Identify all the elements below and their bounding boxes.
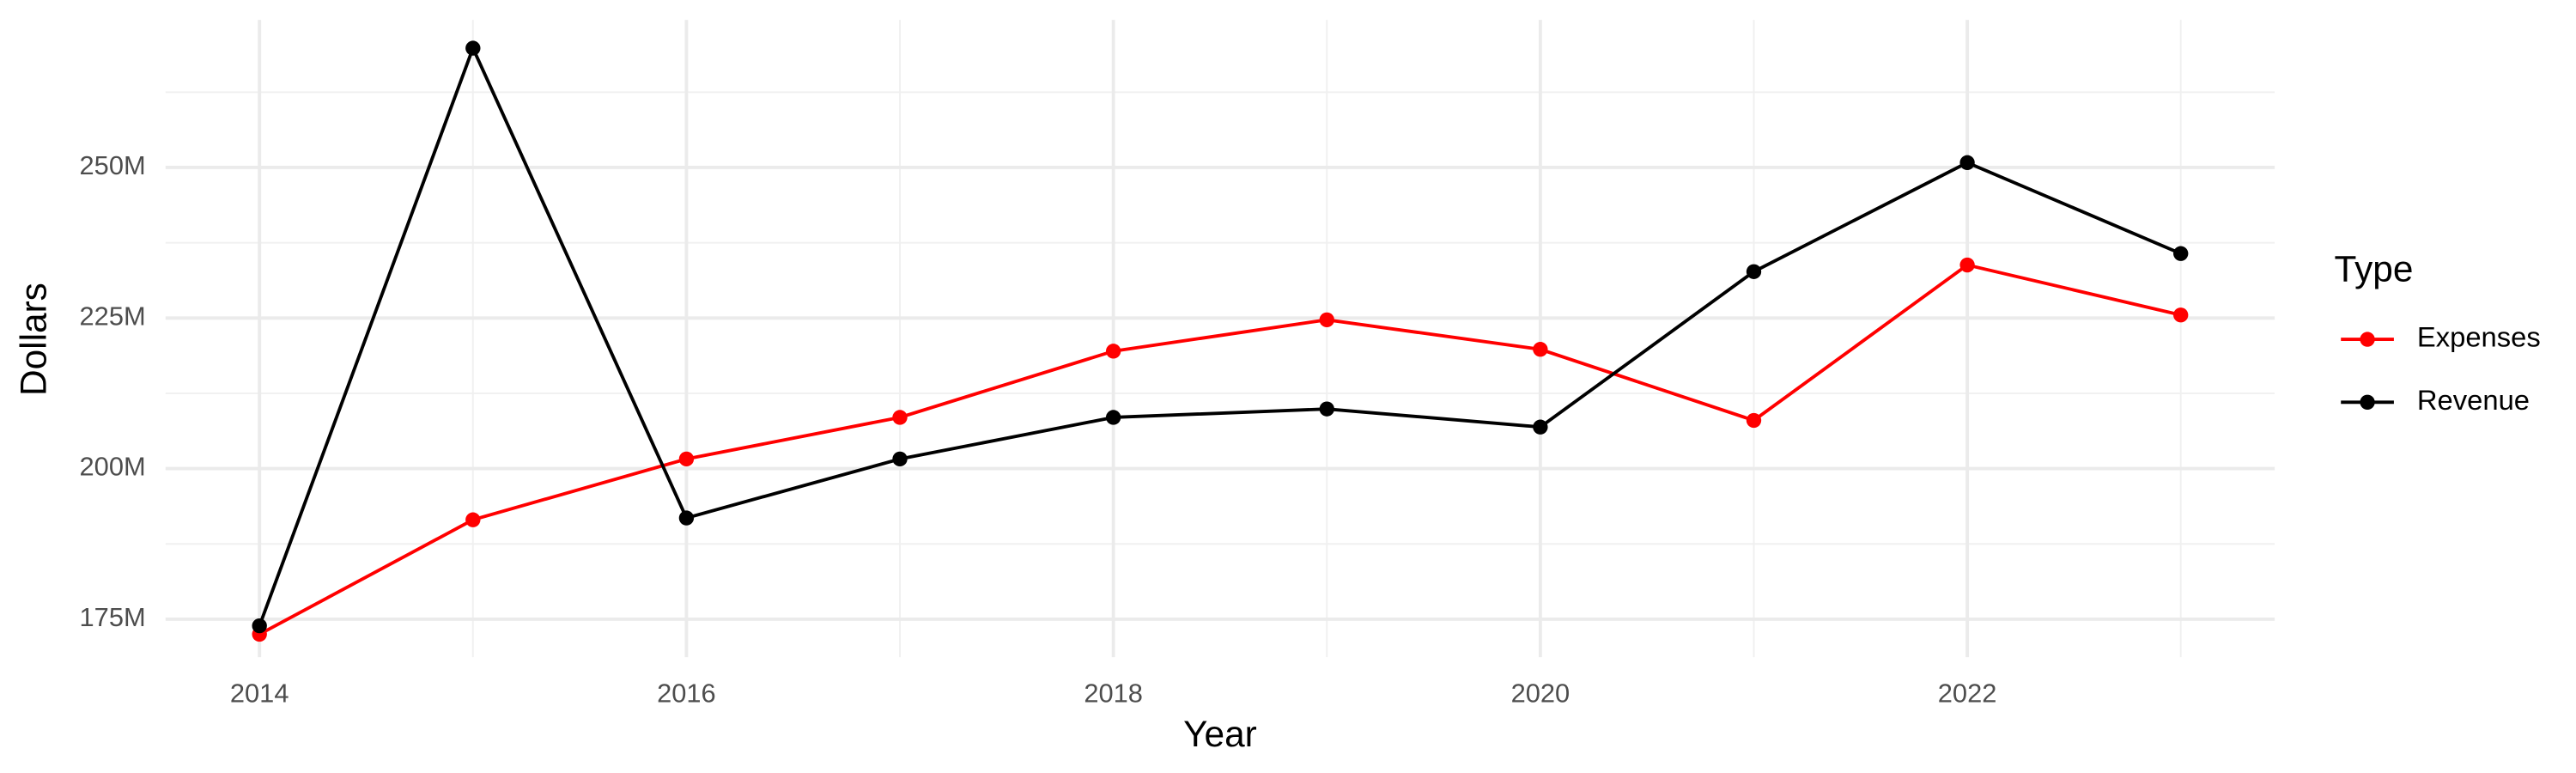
data-point bbox=[1105, 344, 1121, 359]
legend-title: Type bbox=[2335, 248, 2414, 289]
data-point bbox=[465, 40, 481, 56]
data-point bbox=[1319, 401, 1334, 417]
data-point bbox=[465, 512, 481, 527]
data-point bbox=[892, 451, 908, 467]
y-tick-label: 250M bbox=[80, 150, 146, 180]
data-point bbox=[1319, 312, 1334, 328]
data-point bbox=[2173, 307, 2189, 323]
data-point bbox=[1746, 264, 1762, 279]
data-point bbox=[678, 451, 695, 467]
data-point bbox=[1105, 410, 1121, 425]
data-point bbox=[678, 510, 695, 526]
data-point bbox=[1746, 412, 1762, 429]
x-tick-label: 2020 bbox=[1511, 679, 1571, 709]
x-tick-label: 2018 bbox=[1084, 679, 1143, 709]
legend-swatch-point bbox=[2360, 394, 2375, 410]
data-point bbox=[1533, 419, 1548, 435]
x-tick-label: 2016 bbox=[657, 679, 716, 709]
data-point bbox=[1959, 257, 1975, 273]
series-line bbox=[258, 44, 2182, 627]
legend-label: Expenses bbox=[2417, 321, 2541, 353]
data-point bbox=[1959, 155, 1975, 171]
x-tick-label: 2022 bbox=[1938, 679, 1997, 709]
data-point bbox=[2173, 246, 2189, 261]
x-tick-label: 2014 bbox=[230, 679, 289, 709]
legend-swatch-point bbox=[2360, 332, 2375, 347]
data-point bbox=[252, 618, 267, 634]
data-point bbox=[1533, 342, 1548, 357]
legend-label: Revenue bbox=[2417, 384, 2530, 416]
y-axis-title: Dollars bbox=[14, 283, 54, 396]
data-point bbox=[892, 410, 908, 425]
y-tick-label: 175M bbox=[80, 602, 146, 632]
y-tick-label: 200M bbox=[80, 452, 146, 482]
x-axis-title: Year bbox=[1183, 714, 1257, 754]
series-line bbox=[258, 263, 2182, 636]
y-tick-label: 225M bbox=[80, 301, 146, 331]
